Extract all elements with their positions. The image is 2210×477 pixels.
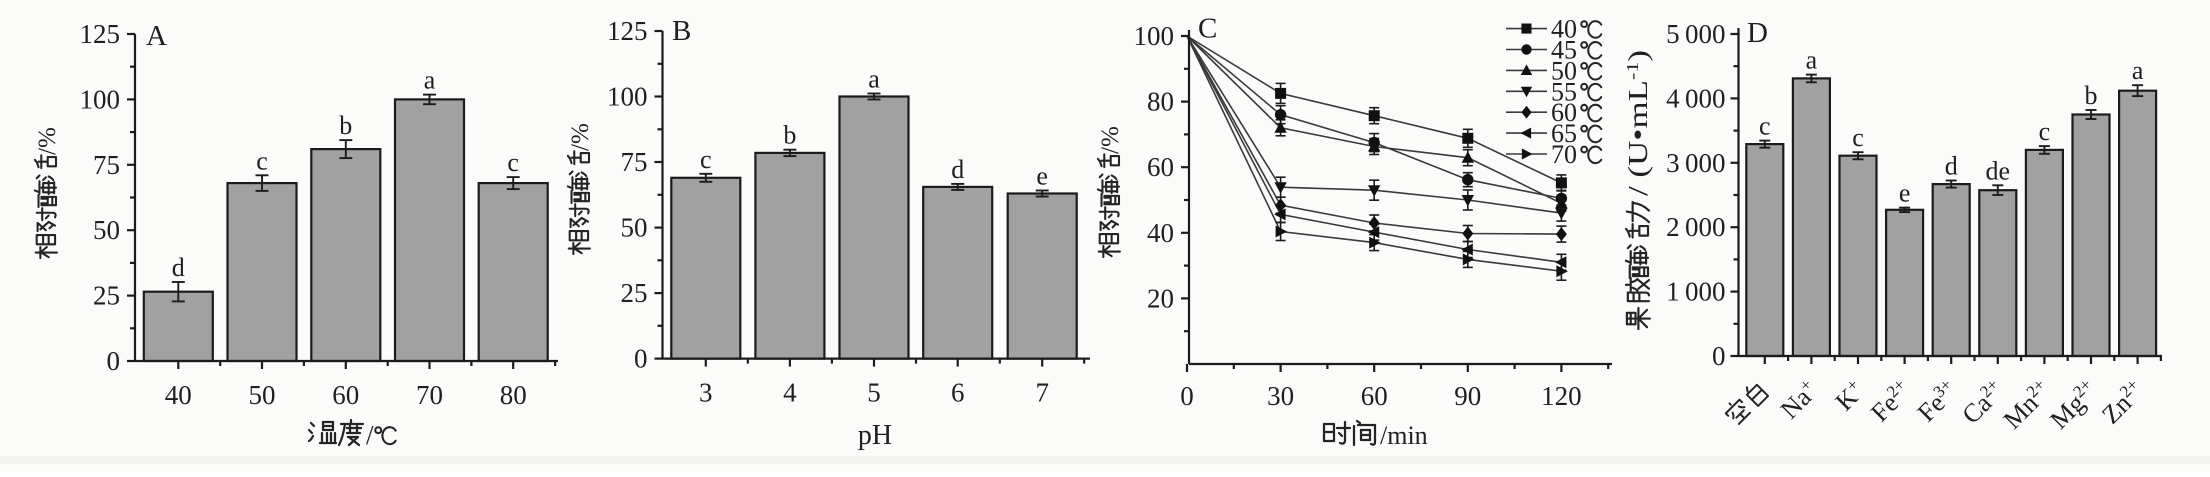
svg-text:/%: /% [34,127,61,155]
svg-text:80: 80 [1147,87,1174,117]
svg-text:0: 0 [107,346,121,376]
svg-text:70: 70 [416,380,443,410]
svg-text:100: 100 [1134,21,1175,51]
svg-text:a: a [1806,46,1818,75]
svg-text:125: 125 [80,19,121,49]
svg-text:Zn2+: Zn2+ [2095,375,2149,429]
svg-text:60: 60 [1551,98,1577,127]
svg-text:c: c [1759,112,1771,141]
svg-text:25: 25 [93,281,120,311]
svg-text:c: c [507,148,519,177]
svg-text:/ (U•mL-1): / (U•mL-1) [1623,50,1653,196]
svg-text:Na+: Na+ [1774,375,1823,424]
svg-text:40: 40 [165,380,192,410]
svg-text:b: b [339,111,352,140]
svg-text:30: 30 [1267,381,1294,411]
svg-text:80: 80 [500,380,527,410]
svg-text:55: 55 [1551,77,1577,106]
svg-text:50: 50 [1551,56,1577,85]
svg-text:60: 60 [332,380,359,410]
svg-text:a: a [424,66,436,95]
svg-text:B: B [672,15,691,47]
svg-text:60: 60 [1361,381,1388,411]
svg-text:2 000: 2 000 [1666,212,1725,242]
svg-text:Fe3+: Fe3+ [1911,375,1963,427]
svg-text:0: 0 [634,344,648,374]
svg-text:/: / [366,420,374,450]
svg-text:60: 60 [1147,152,1174,182]
svg-text:0: 0 [1712,341,1726,371]
svg-text:d: d [1945,152,1958,181]
svg-text:d: d [951,155,964,184]
svg-text:c: c [700,145,712,174]
svg-text:/%: /% [567,123,594,151]
svg-text:45: 45 [1551,36,1577,65]
svg-text:c: c [1852,123,1864,152]
svg-text:1 000: 1 000 [1666,277,1725,307]
svg-text:40: 40 [1551,15,1577,44]
svg-text:/min: /min [1380,421,1428,450]
svg-text:c: c [2039,117,2051,146]
svg-text:de: de [1986,156,2011,185]
svg-text:65: 65 [1551,119,1577,148]
svg-text:50: 50 [249,380,276,410]
svg-text:b: b [2085,81,2098,110]
svg-text:5 000: 5 000 [1666,19,1725,49]
svg-text:c: c [256,146,268,175]
svg-text:50: 50 [93,215,120,245]
svg-text:d: d [172,253,185,282]
svg-text:75: 75 [621,147,648,177]
svg-text:b: b [783,121,796,150]
svg-text:K+: K+ [1829,375,1870,416]
svg-text:20: 20 [1147,283,1174,313]
svg-text:90: 90 [1454,381,1481,411]
svg-text:100: 100 [607,82,648,112]
svg-text:4: 4 [783,378,797,408]
svg-text:4 000: 4 000 [1666,83,1725,113]
svg-text:Ca2+: Ca2+ [1956,375,2010,429]
svg-text:a: a [2132,56,2144,85]
svg-text:7: 7 [1035,378,1049,408]
svg-text:pH: pH [858,420,892,451]
svg-text:3: 3 [699,378,713,408]
svg-text:0: 0 [1180,381,1194,411]
svg-text:Mg2+: Mg2+ [2044,375,2104,435]
svg-text:125: 125 [607,16,648,46]
svg-text:120: 120 [1541,381,1582,411]
svg-text:50: 50 [621,213,648,243]
svg-text:Fe2+: Fe2+ [1864,375,1916,427]
svg-text:25: 25 [621,278,648,308]
svg-text:D: D [1747,17,1768,49]
svg-text:100: 100 [80,84,121,114]
svg-text:a: a [868,65,880,94]
svg-text:5: 5 [867,378,881,408]
svg-text:70: 70 [1551,140,1577,169]
svg-text:/%: /% [1097,126,1124,154]
svg-text:e: e [1036,162,1048,191]
svg-text:75: 75 [93,150,120,180]
svg-text:Mn2+: Mn2+ [1997,375,2057,435]
svg-text:C: C [1198,13,1217,45]
svg-text:6: 6 [951,378,965,408]
svg-text:A: A [146,20,167,52]
svg-text:3 000: 3 000 [1666,148,1725,178]
svg-text:40: 40 [1147,218,1174,248]
svg-text:e: e [1899,179,1911,208]
